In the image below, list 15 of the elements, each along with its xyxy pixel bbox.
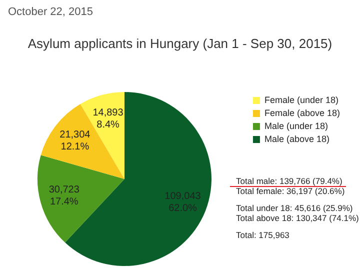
chart-subtitle: October 22, 2015 [8,6,94,18]
text: Total female: 36,197 (20.6%) [236,186,346,196]
text: Total male: 139,766 (79.4%) [236,176,344,186]
data-label: 30,723 17.4% [48,184,80,208]
legend-label: Female (above 18) [264,108,340,118]
text: Total under 18: 45,616 (25.9%) [236,203,354,213]
data-label: 21,304 12.1% [60,129,91,152]
legend-label: Female (under 18) [264,94,339,105]
chart-title: Asylum applicants in Hungary (Jan 1 - Sep 30, 2015) [26,36,334,51]
data-label: 109,043 62.0% [164,190,202,214]
text: Total above 18: 130,347 (74.1%) [236,213,359,223]
data-label: 14,893 8.4% [92,107,124,130]
legend-label: Male (above 18) [264,134,330,144]
text: Total: 175,963 [236,230,290,240]
legend-label: Male (under 18) [264,120,328,131]
